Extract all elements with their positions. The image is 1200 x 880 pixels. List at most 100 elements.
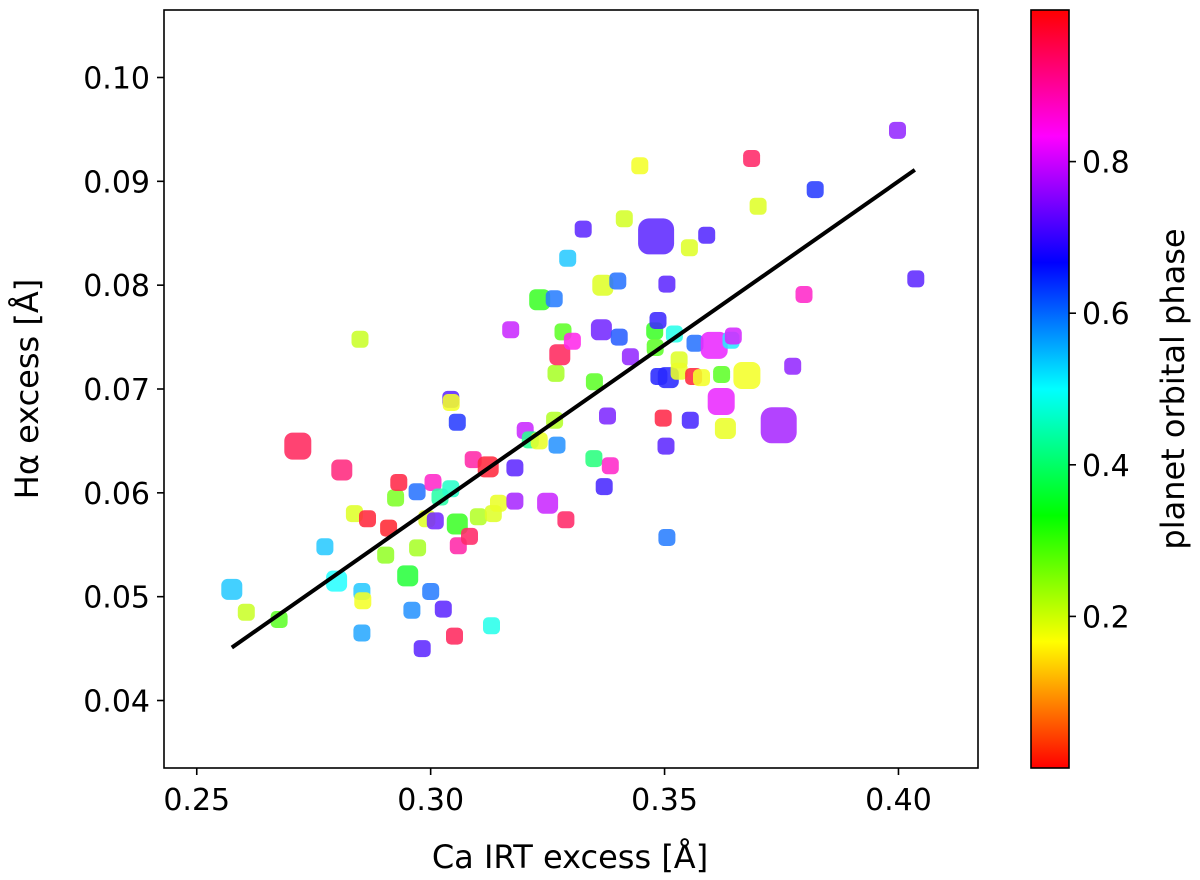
data-point bbox=[424, 474, 442, 491]
y-tick-label: 0.05 bbox=[83, 581, 150, 616]
colorbar-gradient bbox=[1030, 9, 1070, 769]
data-point bbox=[442, 394, 460, 411]
data-point bbox=[658, 275, 676, 293]
data-point bbox=[408, 483, 426, 501]
data-point bbox=[590, 319, 612, 341]
data-point bbox=[806, 181, 824, 199]
data-point bbox=[784, 357, 802, 375]
data-point bbox=[601, 457, 619, 475]
data-point bbox=[221, 578, 243, 600]
data-point bbox=[638, 218, 675, 255]
data-point bbox=[907, 270, 925, 288]
data-point bbox=[549, 344, 571, 366]
data-point bbox=[646, 339, 664, 356]
data-point bbox=[724, 327, 742, 345]
data-point bbox=[681, 411, 699, 429]
data-point bbox=[345, 505, 363, 523]
data-point bbox=[537, 492, 559, 514]
data-point bbox=[506, 492, 524, 510]
data-point bbox=[502, 321, 520, 339]
data-point bbox=[316, 538, 334, 556]
x-tick-label: 0.25 bbox=[163, 783, 230, 818]
colorbar-ticks: 0.2 0.4 0.6 0.8 bbox=[1069, 146, 1130, 635]
x-tick-label: 0.30 bbox=[397, 783, 464, 818]
data-point bbox=[599, 407, 616, 425]
x-tick-label: 0.35 bbox=[631, 783, 698, 818]
data-point bbox=[733, 362, 761, 389]
data-point bbox=[795, 286, 813, 303]
plot-area bbox=[164, 10, 978, 768]
data-point bbox=[284, 432, 312, 460]
data-point bbox=[670, 362, 688, 380]
y-tick-label: 0.10 bbox=[83, 61, 150, 96]
data-point bbox=[609, 272, 627, 290]
data-point bbox=[545, 290, 563, 308]
x-axis-ticks: 0.25 0.30 0.35 0.40 bbox=[163, 768, 932, 818]
data-point bbox=[707, 388, 735, 415]
data-point bbox=[380, 519, 398, 537]
data-point bbox=[483, 617, 500, 635]
colorbar-tick-label: 0.2 bbox=[1082, 600, 1130, 635]
colorbar-tick-label: 0.4 bbox=[1082, 449, 1130, 484]
data-point bbox=[359, 510, 376, 528]
colorbar-tick-label: 0.8 bbox=[1082, 146, 1130, 181]
colorbar: 0.2 0.4 0.6 0.8 planet orbital phase bbox=[1030, 9, 1192, 769]
data-point bbox=[529, 289, 551, 311]
data-point bbox=[658, 529, 676, 546]
y-tick-label: 0.08 bbox=[83, 269, 150, 304]
data-point bbox=[693, 369, 710, 387]
data-point bbox=[574, 220, 592, 238]
data-point bbox=[354, 592, 372, 610]
data-point bbox=[760, 407, 797, 444]
data-point bbox=[686, 334, 704, 352]
data-point bbox=[714, 418, 736, 439]
data-point bbox=[548, 436, 566, 454]
y-tick-label: 0.04 bbox=[83, 685, 150, 720]
y-tick-label: 0.06 bbox=[83, 477, 150, 512]
y-axis-label: Hα excess [Å] bbox=[8, 279, 46, 499]
data-point bbox=[469, 508, 487, 526]
data-point bbox=[237, 603, 255, 621]
data-point bbox=[585, 373, 603, 391]
data-point bbox=[621, 348, 639, 366]
data-point bbox=[422, 583, 440, 600]
data-point bbox=[595, 478, 613, 496]
data-point bbox=[434, 600, 452, 618]
y-tick-label: 0.07 bbox=[83, 373, 150, 408]
data-point bbox=[461, 527, 478, 545]
data-point bbox=[665, 325, 683, 343]
data-point bbox=[610, 328, 628, 346]
data-point bbox=[331, 459, 353, 481]
data-point bbox=[889, 121, 906, 139]
data-point bbox=[353, 624, 371, 642]
colorbar-label: planet orbital phase bbox=[1154, 228, 1192, 549]
data-point bbox=[615, 210, 633, 228]
data-point bbox=[409, 539, 427, 557]
data-point bbox=[446, 513, 468, 535]
data-point bbox=[700, 331, 728, 359]
colorbar-tick-label: 0.6 bbox=[1082, 297, 1130, 332]
data-point bbox=[490, 494, 507, 512]
fit-line bbox=[230, 168, 916, 650]
data-point bbox=[390, 474, 408, 491]
data-points bbox=[221, 121, 925, 658]
data-point bbox=[547, 364, 565, 382]
y-tick-label: 0.09 bbox=[83, 165, 150, 200]
data-point bbox=[654, 409, 672, 427]
data-point bbox=[397, 565, 419, 587]
data-point bbox=[680, 239, 698, 257]
x-tick-label: 0.40 bbox=[865, 783, 932, 818]
data-point bbox=[387, 489, 405, 507]
data-point bbox=[446, 627, 463, 645]
data-point bbox=[426, 512, 444, 530]
data-point bbox=[649, 312, 667, 329]
data-point bbox=[657, 437, 675, 455]
data-point bbox=[592, 274, 614, 296]
data-point bbox=[585, 450, 603, 468]
data-point bbox=[403, 601, 421, 619]
data-point bbox=[464, 451, 482, 469]
data-point bbox=[698, 226, 716, 244]
data-point bbox=[413, 640, 431, 658]
data-point bbox=[448, 413, 466, 431]
